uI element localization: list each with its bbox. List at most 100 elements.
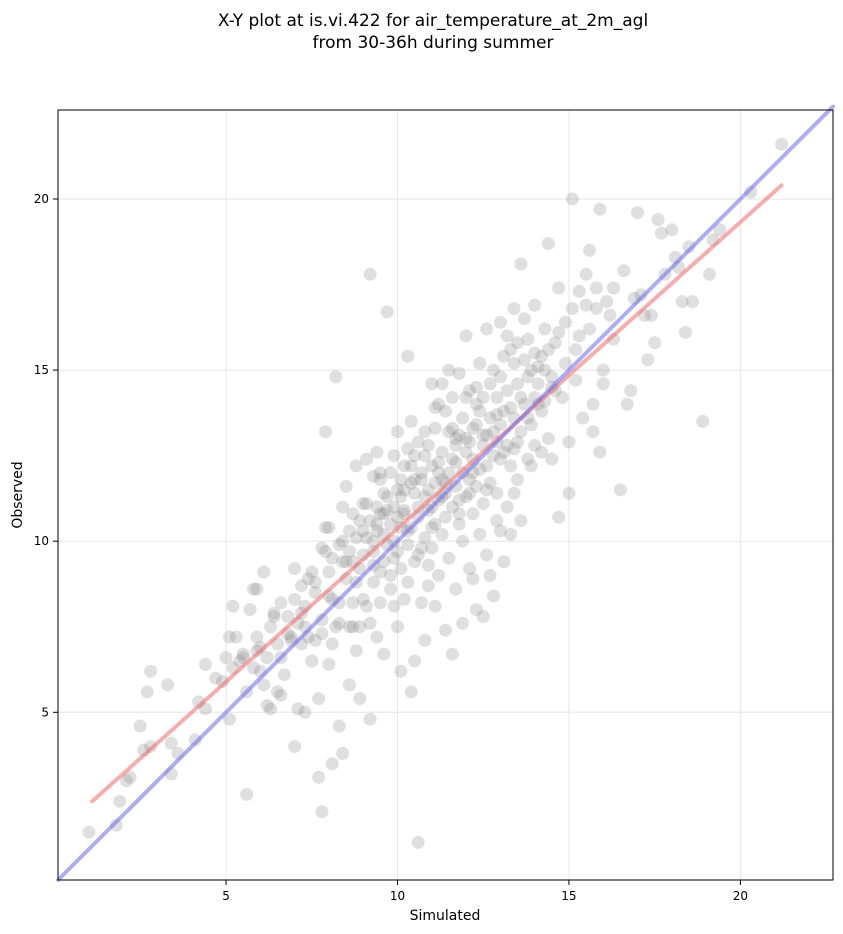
data-point <box>504 527 518 541</box>
data-point <box>483 377 497 391</box>
data-point <box>514 257 528 271</box>
data-point <box>565 192 579 206</box>
data-point <box>353 620 367 634</box>
y-tick-label: 5 <box>41 705 49 719</box>
data-point <box>620 397 634 411</box>
data-point <box>373 507 387 521</box>
data-point <box>332 616 346 630</box>
data-point <box>322 521 336 534</box>
data-point <box>243 603 257 617</box>
data-point <box>428 517 442 531</box>
data-point <box>559 315 572 329</box>
regression-line <box>90 183 784 804</box>
data-point <box>421 483 435 497</box>
data-point <box>360 599 374 613</box>
data-point <box>538 322 552 336</box>
data-point <box>613 483 627 497</box>
data-point <box>288 740 302 753</box>
data-point <box>469 418 483 432</box>
data-point <box>363 267 377 281</box>
data-point <box>528 438 542 452</box>
data-point <box>511 473 524 487</box>
data-point <box>319 545 332 558</box>
data-point <box>490 514 504 528</box>
data-point <box>552 281 566 295</box>
data-point <box>490 391 504 404</box>
data-point <box>466 572 480 586</box>
data-point <box>456 411 470 425</box>
y-tick-label: 15 <box>34 363 49 377</box>
data-point <box>308 575 322 589</box>
data-point <box>223 630 236 644</box>
data-point <box>483 411 497 425</box>
data-point <box>384 517 398 531</box>
data-point <box>586 425 600 439</box>
x-tick-label: 20 <box>733 889 748 903</box>
data-point <box>404 459 418 473</box>
data-point <box>517 353 531 367</box>
data-point <box>408 654 422 668</box>
data-point <box>644 308 658 322</box>
data-point <box>744 185 758 199</box>
data-point <box>583 243 596 257</box>
data-point <box>586 397 600 411</box>
data-point <box>452 507 466 521</box>
data-point <box>624 384 638 398</box>
data-point <box>583 322 596 336</box>
data-point <box>264 620 278 634</box>
data-point <box>449 456 463 469</box>
data-point <box>397 459 411 473</box>
data-point <box>493 524 507 538</box>
data-point <box>473 356 487 370</box>
data-point <box>500 329 514 343</box>
x-tick-label: 5 <box>222 889 230 903</box>
data-point <box>428 421 442 435</box>
data-point <box>247 661 260 675</box>
data-point <box>435 527 449 541</box>
data-point <box>332 719 346 733</box>
data-point <box>459 445 473 459</box>
data-point <box>370 445 384 459</box>
data-point <box>418 449 432 463</box>
data-point <box>229 630 243 644</box>
data-point <box>356 592 370 606</box>
data-point <box>123 770 137 784</box>
data-point <box>332 538 346 552</box>
data-point <box>421 558 435 572</box>
data-point <box>445 391 459 404</box>
data-point <box>322 565 336 579</box>
data-point <box>442 425 456 439</box>
data-point <box>463 486 476 500</box>
data-point <box>291 702 305 716</box>
data-point <box>466 507 480 521</box>
data-point <box>493 315 507 329</box>
data-point <box>442 363 456 377</box>
data-point <box>346 620 360 634</box>
data-point <box>336 555 350 569</box>
data-point <box>315 613 329 627</box>
data-point <box>514 425 528 439</box>
data-point <box>391 510 404 524</box>
data-point <box>387 534 401 548</box>
data-point <box>418 633 432 647</box>
data-point <box>524 363 538 377</box>
data-point <box>329 370 343 384</box>
data-point <box>415 541 428 555</box>
data-point <box>593 445 607 459</box>
data-point <box>439 623 452 637</box>
data-point <box>528 346 542 360</box>
data-point <box>535 445 548 459</box>
data-point <box>260 699 274 712</box>
data-point <box>308 586 322 599</box>
data-point <box>452 517 466 531</box>
data-point <box>301 572 315 586</box>
data-point <box>343 524 356 538</box>
data-point <box>397 592 411 606</box>
data-point <box>360 497 374 511</box>
data-point <box>555 391 569 404</box>
data-point <box>346 507 360 521</box>
data-point <box>463 562 476 576</box>
data-point <box>312 770 326 784</box>
data-point <box>322 657 336 671</box>
data-point <box>703 267 716 281</box>
